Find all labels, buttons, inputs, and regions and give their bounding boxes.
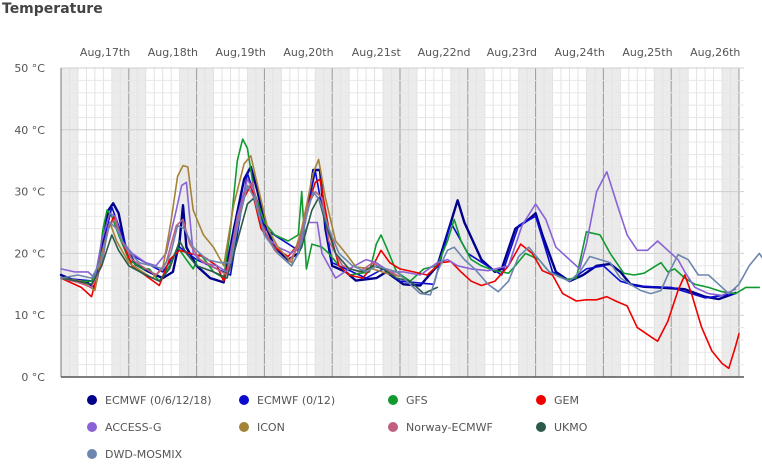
legend-marker [87,395,97,405]
legend-item: ECMWF (0/6/12/18) [87,394,212,407]
x-day-label: Aug,26th [690,46,740,59]
legend-item: ACCESS-G [87,421,162,434]
legend-item: Norway-ECMWF [388,421,493,434]
legend-label: ECMWF (0/12) [257,394,335,407]
x-day-label: Aug,17th [80,46,130,59]
y-tick-label: 10 °C [14,309,45,322]
series-line-gem [60,178,740,370]
legend-label: ICON [257,421,285,434]
x-day-label: Aug,24th [555,46,605,59]
series-line-icon [60,155,401,292]
legend-item: ECMWF (0/12) [239,394,335,407]
x-day-label: Aug,19th [216,46,266,59]
legend-item: GFS [388,394,428,407]
x-day-label: Aug,21st [352,46,402,59]
legend-marker [87,422,97,432]
y-tick-label: 50 °C [14,62,45,75]
x-day-label: Aug,25th [622,46,672,59]
chart-title: Temperature [2,1,103,17]
y-tick-label: 30 °C [14,186,45,199]
legend-marker [388,395,398,405]
legend-label: DWD-MOSMIX [105,448,183,461]
x-day-label: Aug,22nd [418,46,471,59]
legend-label: ECMWF (0/6/12/18) [105,394,212,407]
legend-label: ACCESS-G [105,421,162,434]
series-line-dwd-mosmix [60,184,762,296]
legend-marker [239,422,249,432]
legend-label: Norway-ECMWF [406,421,493,434]
x-day-label: Aug,18th [148,46,198,59]
y-tick-label: 20 °C [14,247,45,260]
legend-label: GFS [406,394,428,407]
series-line-ukmo [60,197,439,295]
series-line-access-g [60,171,737,297]
legend-label: GEM [554,394,579,407]
legend-marker [239,395,249,405]
legend-marker [536,395,546,405]
legend-item: UKMO [536,421,588,434]
legend-item: GEM [536,394,579,407]
legend-marker [87,449,97,459]
legend-marker [536,422,546,432]
y-tick-label: 40 °C [14,124,45,137]
series-line-ecmwf-0-12 [60,170,737,299]
y-tick-label: 0 °C [21,371,45,384]
series-line-gfs [60,138,761,295]
legend-label: UKMO [554,421,588,434]
x-day-label: Aug,20th [283,46,333,59]
x-day-label: Aug,23rd [487,46,537,59]
legend-item: DWD-MOSMIX [87,448,183,461]
legend-item: ICON [239,421,285,434]
legend-marker [388,422,398,432]
